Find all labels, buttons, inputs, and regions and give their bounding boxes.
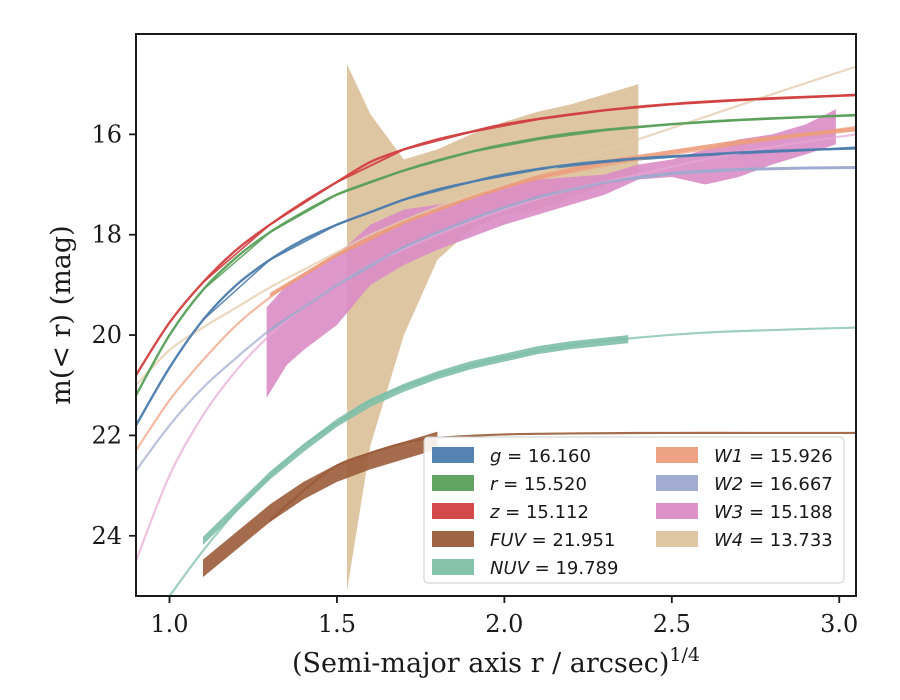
legend: g = 16.160 r = 15.520 z = 15.112 FUV = 21.9…	[423, 436, 845, 584]
x-tick-label: 3.0	[820, 610, 858, 638]
band-curve-g	[136, 147, 856, 427]
x-axis: 1.0 1.5 2.0 2.5 3.0	[150, 596, 858, 638]
band-curve-nuv	[168, 326, 856, 596]
legend-swatch-g	[432, 447, 474, 463]
legend-label-w3: W3 = 15.188	[714, 502, 833, 523]
x-tick-label: 2.5	[653, 610, 691, 638]
legend-label-w2: W2 = 16.667	[714, 474, 833, 495]
y-tick-label: 20	[91, 321, 122, 349]
plot-frame	[135, 33, 857, 597]
band-fills	[202, 64, 856, 591]
plot-area	[136, 64, 856, 596]
band-area-fuv	[202, 431, 438, 578]
x-axis-label: (Semi-major axis r / arcsec)1/4	[292, 644, 700, 679]
legend-swatch-r	[432, 475, 474, 491]
legend-label-w1: W1 = 15.926	[714, 446, 833, 467]
band-curve-w4	[136, 65, 856, 387]
band-curve-r	[136, 114, 856, 397]
x-tick-label: 1.5	[318, 610, 356, 638]
band-curve-w2	[136, 166, 856, 472]
y-axis-label: m(< r) (mag)	[46, 225, 77, 404]
legend-swatch-w3	[656, 503, 698, 519]
band-curve-w1	[136, 125, 856, 452]
band-curve-fuv	[268, 431, 856, 522]
x-tick-label: 2.0	[485, 610, 523, 638]
legend-label-fuv: FUV = 21.951	[490, 530, 615, 551]
y-tick-label: 18	[91, 221, 122, 249]
band-area-w3	[266, 109, 836, 398]
legend-swatch-z	[432, 503, 474, 519]
legend-swatch-nuv	[432, 559, 474, 575]
legend-label-z: z = 15.112	[489, 502, 589, 523]
legend-label-w4: W4 = 13.733	[714, 530, 833, 551]
band-curves	[136, 65, 856, 596]
legend-label-r: r = 15.520	[490, 474, 587, 495]
legend-label-g: g = 16.160	[490, 446, 591, 467]
y-tick-label: 22	[91, 421, 122, 449]
x-tick-label: 1.0	[150, 610, 188, 638]
y-tick-label: 16	[91, 120, 122, 148]
band-curve-z	[136, 94, 856, 377]
legend-box	[423, 436, 845, 584]
y-tick-label: 24	[91, 522, 122, 550]
legend-label-nuv: NUV = 19.789	[490, 558, 618, 579]
legend-swatch-fuv	[432, 531, 474, 547]
y-axis: 16 18 20 22 24	[91, 120, 136, 550]
legend-swatch-w4	[656, 531, 698, 547]
legend-swatch-w2	[656, 475, 698, 491]
legend-swatch-w1	[656, 447, 698, 463]
